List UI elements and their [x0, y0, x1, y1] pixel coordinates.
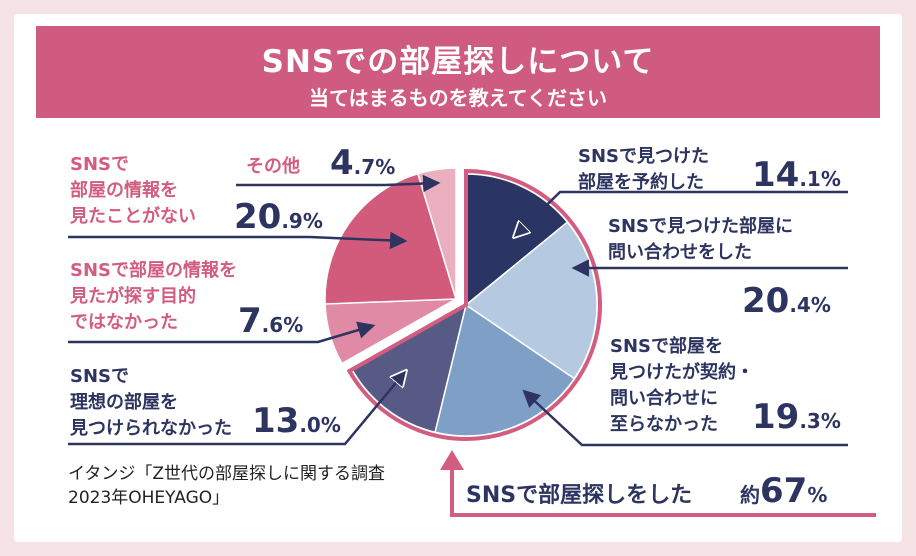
- summary-value: 約67%: [740, 471, 827, 511]
- label-s2: SNSで部屋を 見つけたが契約・ 問い合わせに 至らなかった: [609, 335, 760, 435]
- sns-search-highlight-outline: [346, 168, 602, 441]
- leader-line-s0: [515, 190, 848, 236]
- leader-line-s4: [68, 321, 376, 344]
- title-banner: SNSでの部屋探しについて 当てはまるものを教えてください: [36, 26, 880, 118]
- source-line-1: イタンジ「Z世代の部屋探しに関する調査: [68, 464, 385, 484]
- summary-leader: [440, 450, 876, 517]
- label-s4: SNSで部屋の情報を 見たが探す目的 ではなかった: [69, 259, 243, 333]
- label-s0: SNSで見つけた 部屋を予約した: [578, 146, 715, 193]
- value-s4: 7.6%: [238, 301, 303, 341]
- leader-line-s6: [236, 174, 441, 193]
- leader-line-s5: [68, 231, 408, 250]
- leader-line-s3: [68, 372, 405, 446]
- label-s1: SNSで見つけた部屋に 問い合わせをした: [608, 215, 799, 263]
- summary-label: SNSで部屋探しをした: [466, 482, 692, 508]
- value-s2: 19.3%: [752, 397, 841, 437]
- source-line-2: 2023年OHEYAGO」: [68, 488, 230, 508]
- value-s1: 20.4%: [742, 281, 831, 321]
- leader-lines: [68, 174, 848, 447]
- label-s3: SNSで 理想の部屋を 見つけられなかった: [69, 366, 232, 439]
- value-s3: 13.0%: [252, 401, 341, 441]
- source-citation: イタンジ「Z世代の部屋探しに関する調査 2023年OHEYAGO」: [68, 462, 385, 510]
- label-s5: SNSで 部屋の情報を 見たことがない: [69, 154, 196, 227]
- page-title: SNSでの部屋探しについて: [261, 44, 655, 80]
- leader-line-s2: [522, 389, 848, 447]
- value-s6: 4.7%: [330, 143, 395, 183]
- pie-slice-1: [464, 221, 598, 380]
- value-s5: 20.9%: [234, 197, 323, 237]
- pie-slice-6: [416, 167, 457, 300]
- value-s0: 14.1%: [752, 155, 841, 195]
- page-subtitle: 当てはまるものを教えてください: [309, 86, 607, 110]
- label-s6: その他: [246, 155, 300, 177]
